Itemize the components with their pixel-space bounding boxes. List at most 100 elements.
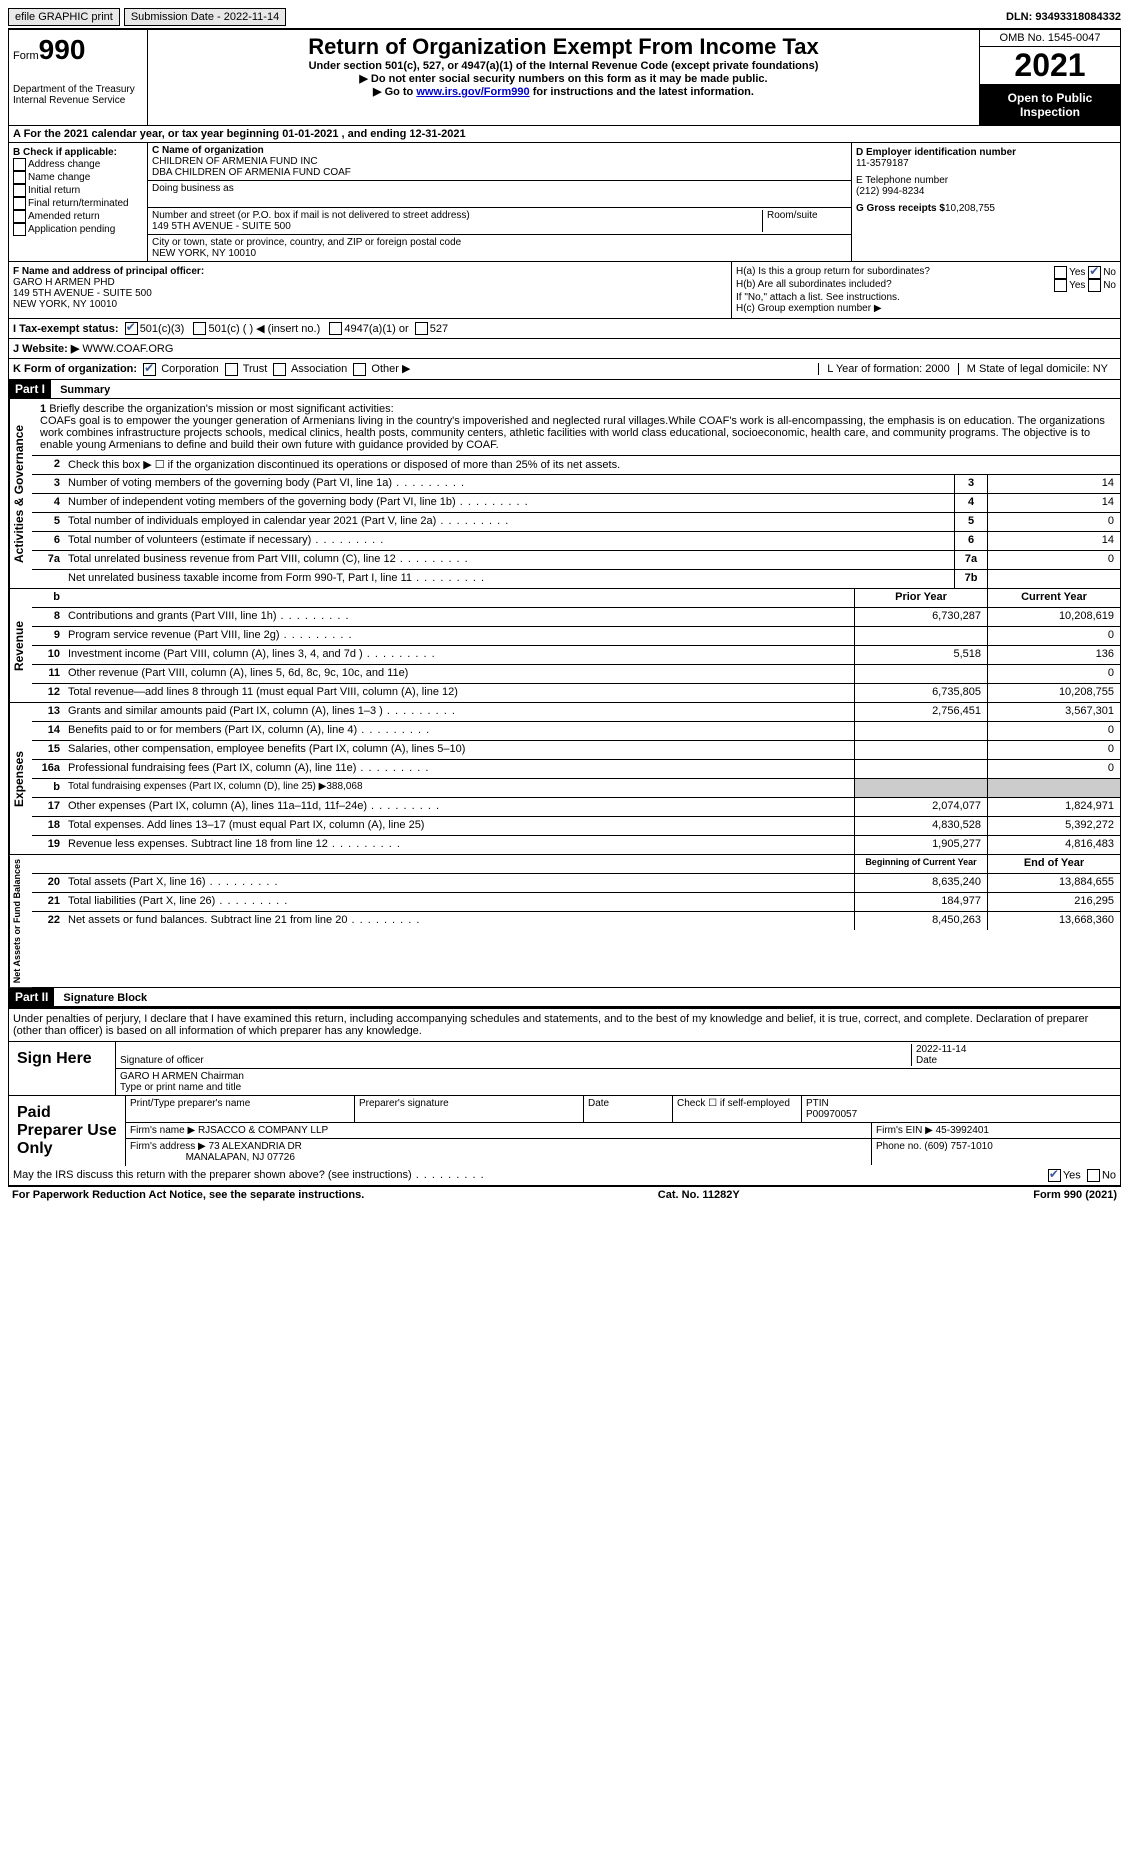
cb-4947[interactable] (329, 322, 342, 335)
irs-link[interactable]: www.irs.gov/Form990 (416, 86, 529, 98)
line19-prior: 1,905,277 (854, 836, 987, 854)
cb-501c[interactable] (193, 322, 206, 335)
header-center: Return of Organization Exempt From Incom… (148, 30, 979, 125)
officer-street: 149 5TH AVENUE - SUITE 500 (13, 288, 727, 299)
discuss-row: May the IRS discuss this return with the… (9, 1166, 1120, 1185)
line10-curr: 136 (987, 646, 1120, 664)
cb-final-return[interactable]: Final return/terminated (13, 197, 143, 210)
city-cell: City or town, state or province, country… (148, 235, 851, 261)
city-value: NEW YORK, NY 10010 (152, 248, 847, 259)
row-k: K Form of organization: Corporation Trus… (8, 359, 1121, 380)
line9-desc: Program service revenue (Part VIII, line… (64, 627, 854, 645)
line3-desc: Number of voting members of the governin… (64, 475, 954, 493)
line21-begin: 184,977 (854, 893, 987, 911)
line17-prior: 2,074,077 (854, 798, 987, 816)
firm-ein-label: Firm's EIN ▶ (876, 1125, 933, 1136)
hb-no-cb[interactable] (1088, 279, 1101, 292)
officer-city: NEW YORK, NY 10010 (13, 299, 727, 310)
line18-desc: Total expenses. Add lines 13–17 (must eq… (64, 817, 854, 835)
activities-content: 1 Briefly describe the organization's mi… (32, 399, 1120, 588)
efile-print-button[interactable]: efile GRAPHIC print (8, 8, 120, 26)
line14-prior (854, 722, 987, 740)
expenses-content: 13Grants and similar amounts paid (Part … (32, 703, 1120, 854)
paid-preparer-row: Paid Preparer Use Only Print/Type prepar… (9, 1095, 1120, 1166)
sig-officer-label: Signature of officer (120, 1055, 204, 1066)
cb-other[interactable] (353, 363, 366, 376)
firm-name-label: Firm's name ▶ (130, 1125, 195, 1136)
part2-header-row: Part II Signature Block (8, 988, 1121, 1007)
footer-mid: Cat. No. 11282Y (658, 1189, 740, 1201)
netassets-section: Net Assets or Fund Balances Beginning of… (8, 855, 1121, 988)
perjury-declaration: Under penalties of perjury, I declare th… (9, 1009, 1120, 1041)
col-d: D Employer identification number 11-3579… (852, 143, 1120, 261)
activities-section: Activities & Governance 1 Briefly descri… (8, 399, 1121, 589)
part1-header-row: Part I Summary (8, 380, 1121, 399)
cb-address-change[interactable]: Address change (13, 158, 143, 171)
netassets-vert-label: Net Assets or Fund Balances (9, 855, 32, 987)
gross-block: G Gross receipts $10,208,755 (856, 203, 1116, 214)
discuss-no-cb[interactable] (1087, 1169, 1100, 1182)
line12-prior: 6,735,805 (854, 684, 987, 702)
line20-desc: Total assets (Part X, line 16) (64, 874, 854, 892)
line20-begin: 8,635,240 (854, 874, 987, 892)
hb-note: If "No," attach a list. See instructions… (736, 292, 1116, 303)
col-c: C Name of organization CHILDREN OF ARMEN… (148, 143, 852, 261)
col-b: B Check if applicable: Address change Na… (9, 143, 148, 261)
line15-desc: Salaries, other compensation, employee b… (64, 741, 854, 759)
cb-corporation[interactable] (143, 363, 156, 376)
ha-row: H(a) Is this a group return for subordin… (736, 266, 1116, 279)
line6-desc: Total number of volunteers (estimate if … (64, 532, 954, 550)
line5-desc: Total number of individuals employed in … (64, 513, 954, 531)
discuss-yes-cb[interactable] (1048, 1169, 1061, 1182)
org-name-cell: C Name of organization CHILDREN OF ARMEN… (148, 143, 851, 181)
omb-number: OMB No. 1545-0047 (980, 30, 1120, 47)
cb-501c3[interactable] (125, 322, 138, 335)
line10-desc: Investment income (Part VIII, column (A)… (64, 646, 854, 664)
line16a-desc: Professional fundraising fees (Part IX, … (64, 760, 854, 778)
cb-trust[interactable] (225, 363, 238, 376)
instr-ssn: ▶ Do not enter social security numbers o… (152, 72, 975, 85)
cb-application-pending[interactable]: Application pending (13, 223, 143, 236)
line7a-val: 0 (987, 551, 1120, 569)
sig-date-label: Date (916, 1055, 937, 1066)
hb-yes-cb[interactable] (1054, 279, 1067, 292)
line10-prior: 5,518 (854, 646, 987, 664)
ptin-label: PTIN (806, 1098, 829, 1109)
line17-desc: Other expenses (Part IX, column (A), lin… (64, 798, 854, 816)
expenses-section: Expenses 13Grants and similar amounts pa… (8, 703, 1121, 855)
signature-block: Under penalties of perjury, I declare th… (8, 1007, 1121, 1186)
sign-here-row: Sign Here Signature of officer 2022-11-1… (9, 1041, 1120, 1095)
ein-value: 11-3579187 (856, 158, 1116, 169)
cb-amended-return[interactable]: Amended return (13, 210, 143, 223)
line12-desc: Total revenue—add lines 8 through 11 (mu… (64, 684, 854, 702)
footer-right: Form 990 (2021) (1033, 1189, 1117, 1201)
firm-addr2: MANALAPAN, NJ 07726 (186, 1152, 295, 1163)
header-left: Form990 Department of the Treasury Inter… (9, 30, 148, 125)
part1-badge: Part I (9, 380, 51, 398)
ha-no-cb[interactable] (1088, 266, 1101, 279)
officer-name: GARO H ARMEN PHD (13, 277, 727, 288)
mission-label: Briefly describe the organization's miss… (49, 403, 393, 415)
cb-527[interactable] (415, 322, 428, 335)
ein-block: D Employer identification number 11-3579… (856, 147, 1116, 169)
street-value: 149 5TH AVENUE - SUITE 500 (152, 221, 758, 232)
ha-yes-cb[interactable] (1054, 266, 1067, 279)
year-formation: L Year of formation: 2000 (818, 363, 958, 375)
current-year-header: Current Year (987, 589, 1120, 607)
ein-label: D Employer identification number (856, 147, 1116, 158)
cb-name-change[interactable]: Name change (13, 171, 143, 184)
line4-val: 14 (987, 494, 1120, 512)
line3-val: 14 (987, 475, 1120, 493)
hb-label: H(b) Are all subordinates included? (736, 279, 892, 292)
phone-label: E Telephone number (856, 175, 1116, 186)
cb-initial-return[interactable]: Initial return (13, 184, 143, 197)
section-f-h: F Name and address of principal officer:… (8, 262, 1121, 319)
submission-date-button[interactable]: Submission Date - 2022-11-14 (124, 8, 286, 26)
cb-association[interactable] (273, 363, 286, 376)
line5-val: 0 (987, 513, 1120, 531)
top-bar: efile GRAPHIC print Submission Date - 20… (8, 8, 1121, 29)
footer-row: For Paperwork Reduction Act Notice, see … (8, 1186, 1121, 1203)
preparer-sig-header: Preparer's signature (355, 1096, 584, 1122)
mission-text: COAFs goal is to empower the younger gen… (40, 415, 1105, 451)
dept-treasury: Department of the Treasury Internal Reve… (13, 84, 143, 106)
